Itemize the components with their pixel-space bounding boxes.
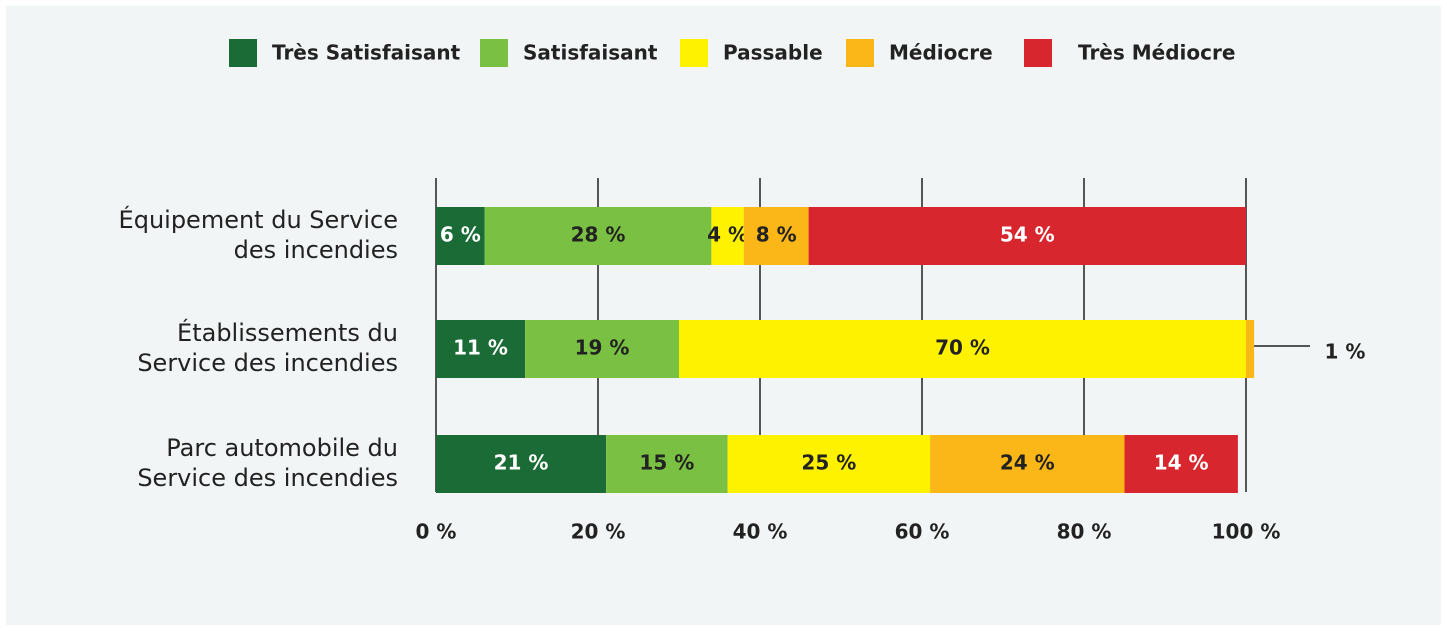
x-tick-label: 80 % — [1057, 520, 1112, 544]
bar-segment — [1124, 435, 1238, 493]
bar-segment — [711, 207, 744, 265]
legend-label: Médiocre — [889, 41, 993, 65]
x-tick-label: 20 % — [571, 520, 626, 544]
legend-label: Très Médiocre — [1078, 41, 1235, 65]
x-tick-label: 60 % — [895, 520, 950, 544]
value-label: 4 % — [707, 223, 748, 247]
value-label: 19 % — [575, 336, 630, 360]
bar-segment — [606, 435, 728, 493]
bar-segment — [679, 320, 1246, 378]
legend-label: Passable — [723, 41, 823, 65]
category-label: Équipement du Service des incendies — [119, 205, 398, 264]
bar-segment — [525, 320, 679, 378]
value-label: 6 % — [440, 223, 481, 247]
legend-label: Satisfaisant — [523, 41, 658, 65]
value-label: 15 % — [639, 451, 694, 475]
legend-swatch — [680, 39, 708, 67]
legend-swatch — [1024, 39, 1052, 67]
value-label: 8 % — [756, 223, 797, 247]
value-label: 14 % — [1154, 451, 1209, 475]
bar-segment — [1246, 320, 1255, 378]
legend-swatch — [229, 39, 257, 67]
legend-label: Très Satisfaisant — [272, 41, 461, 65]
category-label: Établissements du Service des incendies — [137, 318, 398, 377]
bar-segment — [436, 207, 485, 265]
bar-segment — [743, 207, 809, 265]
bar-segment — [436, 435, 607, 493]
bar-segment — [484, 207, 712, 265]
legend-swatch — [846, 39, 874, 67]
value-label: 28 % — [571, 223, 626, 247]
bar-segment — [930, 435, 1125, 493]
x-tick-label: 40 % — [733, 520, 788, 544]
bar-segment — [727, 435, 931, 493]
x-tick-label: 100 % — [1212, 520, 1281, 544]
value-label: 70 % — [935, 336, 990, 360]
value-label: 54 % — [1000, 223, 1055, 247]
value-label: 24 % — [1000, 451, 1055, 475]
bar-segment — [808, 207, 1246, 265]
value-label: 11 % — [453, 336, 508, 360]
category-label: Parc automobile du Service des incendies — [137, 434, 398, 492]
value-label: 21 % — [494, 451, 549, 475]
value-label: 1 % — [1325, 340, 1366, 364]
x-tick-label: 0 % — [416, 520, 457, 544]
value-label: 25 % — [801, 451, 856, 475]
bar-segment — [436, 320, 526, 378]
legend-swatch — [480, 39, 508, 67]
background — [6, 6, 1441, 625]
